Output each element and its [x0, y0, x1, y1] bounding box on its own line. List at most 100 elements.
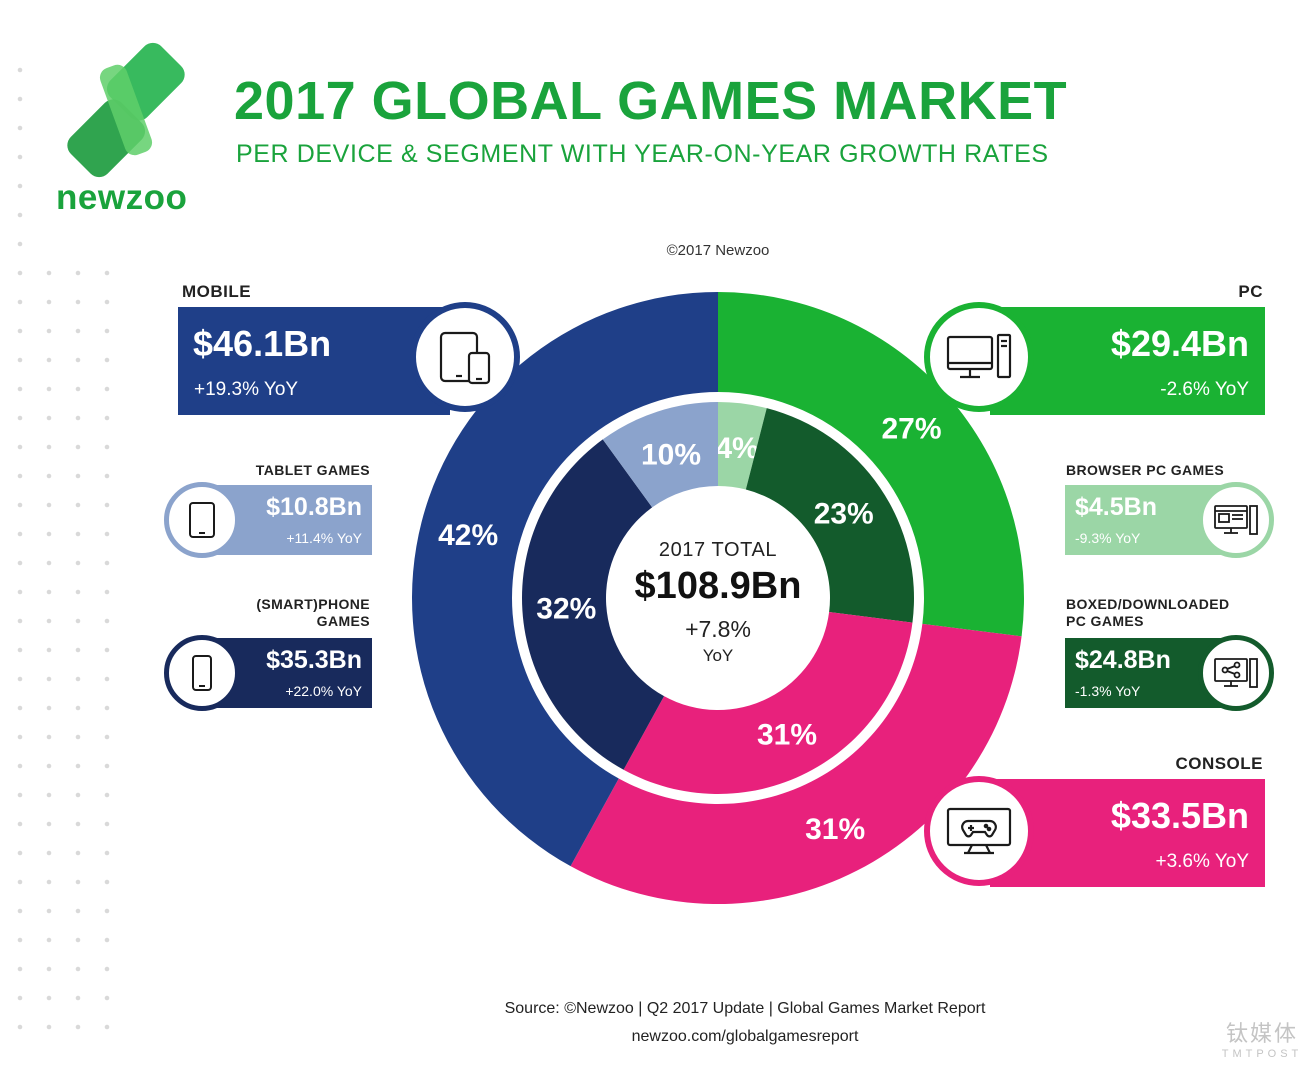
watermark-line1: 钛媒体: [1225, 1021, 1298, 1046]
grid-dot: [46, 589, 52, 595]
newzoo-logo: [67, 42, 185, 178]
grid-dot: [104, 444, 110, 450]
grid-dot: [17, 154, 23, 160]
grid-dot: [17, 966, 23, 972]
console-value: $33.5Bn: [1110, 795, 1249, 836]
grid-dot: [104, 299, 110, 305]
total-yoy-unit: YoY: [702, 646, 734, 665]
grid-dot: [17, 357, 23, 363]
grid-dot: [75, 908, 81, 914]
grid-dot: [104, 850, 110, 856]
boxed-games-value: $24.8Bn: [1075, 646, 1171, 674]
outer-slice-mobile: [412, 292, 718, 867]
grid-dot: [46, 763, 52, 769]
total-title: 2017 TOTAL: [658, 539, 778, 561]
console-yoy: +3.6% YoY: [1155, 851, 1249, 872]
phone-games-label-line1: (SMART)PHONE: [256, 596, 370, 612]
grid-dot: [104, 821, 110, 827]
grid-dot: [17, 502, 23, 508]
grid-dot: [17, 183, 23, 189]
pc-value: $29.4Bn: [1110, 323, 1249, 364]
grid-dot: [75, 850, 81, 856]
grid-dot: [75, 386, 81, 392]
tablet-games-yoy: +11.4% YoY: [286, 530, 362, 546]
inner-slice-label-tablet-games: 10%: [641, 438, 701, 471]
grid-dot: [17, 908, 23, 914]
grid-dot: [75, 1024, 81, 1030]
grid-dot: [75, 473, 81, 479]
boxed-games-label-line1: BOXED/DOWNLOADED: [1066, 596, 1230, 612]
grid-dot: [17, 560, 23, 566]
grid-dot: [46, 850, 52, 856]
grid-dot: [17, 415, 23, 421]
phone-icon: [164, 635, 240, 711]
grid-dot: [17, 212, 23, 218]
grid-dot: [75, 444, 81, 450]
report-url: newzoo.com/globalgamesreport: [631, 1028, 859, 1045]
outer-slice-pc: [718, 292, 1024, 637]
grid-dot: [17, 125, 23, 131]
grid-dot: [46, 357, 52, 363]
grid-dot: [17, 763, 23, 769]
tablet-phone-icon: [410, 302, 520, 412]
grid-dot: [17, 618, 23, 624]
grid-dot: [46, 560, 52, 566]
grid-dot: [104, 618, 110, 624]
browser-games-yoy: -9.3% YoY: [1075, 530, 1141, 546]
grid-dot: [75, 618, 81, 624]
boxed-games-yoy: -1.3% YoY: [1075, 683, 1141, 699]
mobile-box: $46.1Bn +19.3% YoY: [178, 307, 450, 415]
pc-yoy: -2.6% YoY: [1160, 379, 1249, 400]
outer-slice-label-console: 31%: [805, 813, 865, 846]
grid-dot: [17, 96, 23, 102]
grid-dot: [75, 531, 81, 537]
inner-slice-console: [623, 612, 913, 794]
page-subtitle: PER DEVICE & SEGMENT WITH YEAR-ON-YEAR G…: [236, 140, 1049, 168]
grid-dot: [104, 502, 110, 508]
grid-dot: [104, 676, 110, 682]
grid-dot: [104, 415, 110, 421]
grid-dot: [17, 444, 23, 450]
total-value: $108.9Bn: [634, 565, 802, 607]
grid-dot: [17, 473, 23, 479]
page-title: 2017 GLOBAL GAMES MARKET: [234, 71, 1068, 131]
grid-dot: [104, 270, 110, 276]
grid-dot: [46, 1024, 52, 1030]
grid-dot: [17, 647, 23, 653]
grid-dot: [46, 908, 52, 914]
grid-dot: [104, 792, 110, 798]
console-box: $33.5Bn +3.6% YoY: [990, 779, 1265, 887]
grid-dot: [46, 792, 52, 798]
grid-dot: [17, 299, 23, 305]
tablet-icon: [164, 482, 240, 558]
grid-dot: [46, 531, 52, 537]
grid-dot: [17, 386, 23, 392]
grid-dot: [104, 531, 110, 537]
grid-dot: [75, 502, 81, 508]
inner-slice-tablet-games: [602, 402, 718, 508]
browser-window-icon: [1198, 482, 1274, 558]
grid-dot: [104, 386, 110, 392]
grid-dot: [46, 676, 52, 682]
grid-dot: [46, 821, 52, 827]
tablet-games-label: TABLET GAMES: [255, 462, 370, 478]
grid-dot: [75, 647, 81, 653]
grid-dot: [17, 241, 23, 247]
inner-slice-boxed-downloaded-pc-games: [745, 408, 914, 623]
grid-dot: [46, 995, 52, 1001]
grid-dot: [46, 937, 52, 943]
pc-label: PC: [1238, 282, 1263, 301]
grid-dot: [46, 415, 52, 421]
grid-dot: [17, 67, 23, 73]
grid-dot: [46, 502, 52, 508]
grid-dot: [46, 966, 52, 972]
grid-dot: [46, 879, 52, 885]
grid-dot: [17, 879, 23, 885]
grid-dot: [17, 589, 23, 595]
grid-dot: [46, 647, 52, 653]
boxed-games-label-line2: PC GAMES: [1066, 613, 1144, 629]
grid-dot: [75, 328, 81, 334]
dot-grid-decoration: [17, 67, 110, 1030]
grid-dot: [46, 473, 52, 479]
